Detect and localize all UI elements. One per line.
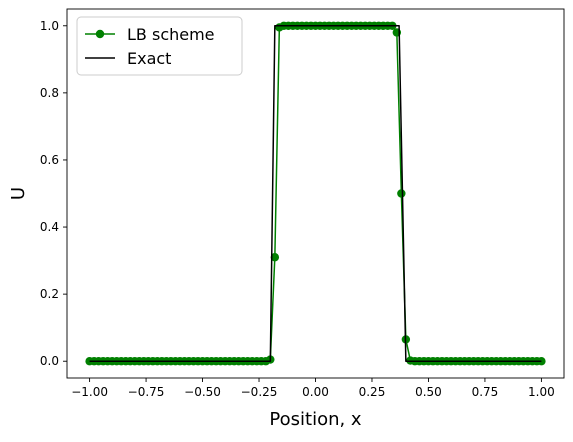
series-line (89, 25, 542, 362)
y-tick-label: 0.4 (40, 220, 59, 234)
y-tick-label: 0.0 (40, 354, 59, 368)
x-axis-title: Position, x (269, 409, 362, 430)
x-tick-label: −0.25 (241, 385, 278, 399)
axes: −1.00 −0.75 −0.50 −0.25 0.00 0.25 0.50 0.75 1.00… (8, 8, 565, 430)
x-tick-label: −0.75 (128, 385, 165, 399)
x-tick-label: −1.00 (71, 385, 108, 399)
data-point (270, 253, 280, 262)
x-tick-label: 0.00 (302, 385, 329, 399)
x-tick-label: 0.75 (472, 385, 499, 399)
y-axis-title: U (8, 187, 29, 200)
data-point (397, 189, 406, 198)
legend-label: LB scheme (127, 25, 215, 44)
series-exact (89, 25, 542, 362)
y-tick-label: 0.2 (40, 287, 59, 301)
legend: LB scheme Exact (76, 16, 243, 76)
legend-box (76, 16, 243, 76)
legend-swatch-marker (95, 29, 105, 39)
plot-area (85, 21, 546, 366)
y-tick-label: 0.6 (40, 153, 59, 167)
x-tick-label: 0.50 (415, 385, 442, 399)
y-tick-label: 1.0 (40, 19, 59, 33)
x-tick-label: −0.50 (184, 385, 221, 399)
series-line (89, 25, 542, 362)
y-tick-label: 0.8 (40, 86, 59, 100)
x-tick-label: 0.25 (359, 385, 386, 399)
legend-label: Exact (127, 49, 171, 68)
x-tick-label: 1.00 (528, 385, 555, 399)
